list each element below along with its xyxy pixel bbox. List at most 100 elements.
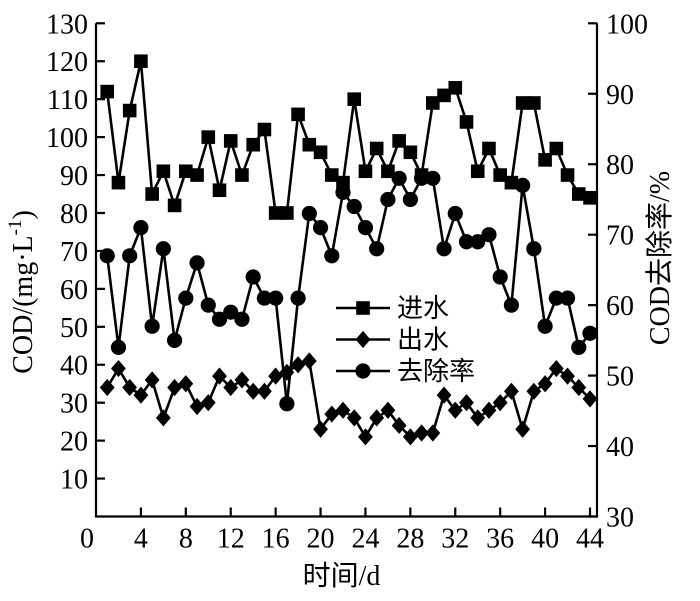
square-marker bbox=[156, 164, 171, 179]
square-marker bbox=[437, 88, 451, 103]
square-marker bbox=[470, 164, 485, 179]
y-left-tick-label: 130 bbox=[46, 9, 88, 40]
x-tick-label: 8 bbox=[179, 524, 193, 555]
diamond-marker bbox=[245, 382, 261, 400]
y-right-tick-label: 100 bbox=[606, 9, 648, 40]
square-marker bbox=[223, 134, 238, 148]
circle-marker bbox=[380, 191, 396, 208]
square-marker bbox=[403, 145, 418, 160]
legend-item-effluent: 出水 bbox=[336, 326, 449, 355]
circle-marker bbox=[223, 304, 239, 320]
circle-marker bbox=[234, 311, 250, 327]
y-right-axis-label: COD去除率/% bbox=[644, 171, 676, 345]
circle-marker bbox=[312, 220, 329, 236]
legend-label: 进水 bbox=[397, 294, 449, 323]
diamond-marker bbox=[548, 359, 564, 378]
series-effluent bbox=[99, 352, 598, 446]
y-left-tick-label: 70 bbox=[60, 237, 88, 268]
circle-marker bbox=[369, 241, 385, 257]
diamond-marker bbox=[290, 356, 306, 374]
diamond-marker bbox=[436, 386, 452, 404]
square-marker bbox=[560, 168, 575, 182]
diamond-marker bbox=[504, 382, 519, 400]
diamond-marker bbox=[133, 386, 149, 404]
circle-marker bbox=[99, 248, 115, 264]
diamond-marker bbox=[200, 394, 216, 412]
square-marker bbox=[369, 141, 384, 156]
circle-marker bbox=[268, 290, 284, 306]
square-marker bbox=[212, 183, 227, 198]
circle-marker bbox=[189, 255, 205, 271]
square-marker bbox=[482, 141, 496, 156]
diamond-marker bbox=[167, 378, 182, 397]
diamond-marker bbox=[447, 401, 463, 419]
diamond-marker bbox=[380, 401, 396, 419]
square-marker bbox=[190, 168, 204, 182]
square-marker bbox=[504, 175, 519, 190]
circle-marker bbox=[144, 318, 160, 334]
x-tick-label: 16 bbox=[262, 524, 290, 555]
square-marker bbox=[538, 153, 552, 167]
y-axis-left: 10 20 30 40 50 60 70 80 90 100 110 120 130 bbox=[46, 9, 105, 496]
legend-item-removal-rate: 去除率 bbox=[336, 357, 475, 386]
circle-marker bbox=[301, 205, 317, 222]
square-marker bbox=[134, 54, 148, 69]
y-left-tick-label: 90 bbox=[60, 161, 88, 192]
square-marker bbox=[111, 175, 126, 190]
diamond-marker bbox=[402, 428, 418, 446]
x-tick-label: 24 bbox=[351, 524, 379, 555]
square-marker bbox=[347, 92, 362, 106]
x-axis-label: 时间/d bbox=[303, 560, 381, 592]
diamond-marker bbox=[99, 378, 115, 397]
x-tick-label: 4 bbox=[134, 524, 148, 555]
diamond-marker bbox=[223, 378, 239, 397]
y-left-tick-label: 50 bbox=[60, 313, 88, 344]
y-left-tick-label: 80 bbox=[60, 199, 88, 230]
circle-marker bbox=[346, 198, 362, 215]
y-right-tick-label: 80 bbox=[606, 150, 634, 181]
circle-marker bbox=[391, 170, 407, 186]
diamond-marker bbox=[111, 359, 126, 378]
y-right-tick-label: 60 bbox=[606, 291, 634, 322]
square-marker bbox=[246, 137, 260, 152]
y-right-tick-label: 50 bbox=[606, 362, 634, 393]
diamond-marker bbox=[459, 394, 474, 412]
x-tick-label: 0 bbox=[80, 524, 94, 555]
diamond-marker bbox=[155, 409, 171, 427]
circle-marker bbox=[402, 191, 418, 208]
diamond-marker bbox=[313, 420, 328, 438]
square-marker bbox=[280, 206, 294, 220]
diamond-marker bbox=[301, 352, 317, 370]
legend-label: 去除率 bbox=[397, 357, 475, 386]
circle-marker bbox=[166, 332, 183, 348]
y-left-tick-label: 110 bbox=[47, 85, 88, 116]
square-marker bbox=[448, 80, 463, 95]
x-tick-label: 36 bbox=[486, 524, 514, 555]
circle-marker bbox=[548, 290, 564, 306]
circle-marker bbox=[503, 297, 520, 313]
square-marker bbox=[100, 84, 115, 99]
diamond-marker bbox=[144, 371, 160, 389]
square-marker bbox=[179, 164, 193, 179]
axes bbox=[94, 23, 599, 518]
y-left-tick-label: 20 bbox=[60, 427, 88, 458]
square-marker bbox=[313, 145, 328, 160]
square-marker bbox=[268, 206, 283, 220]
circle-marker bbox=[357, 220, 374, 236]
circle-marker bbox=[413, 170, 430, 186]
circle-marker bbox=[481, 227, 497, 243]
y-left-tick-label: 120 bbox=[46, 47, 88, 78]
y-right-tick-label: 70 bbox=[606, 221, 634, 252]
circle-marker bbox=[122, 248, 138, 264]
circle-marker bbox=[256, 290, 273, 306]
y-left-tick-label: 10 bbox=[60, 465, 88, 496]
diamond-marker bbox=[492, 394, 508, 412]
axis-titles: 时间/d COD/(mg·L-1) COD去除率/% bbox=[5, 171, 676, 592]
circle-marker bbox=[279, 396, 295, 412]
diamond-marker bbox=[346, 409, 362, 427]
diamond-marker bbox=[481, 401, 497, 419]
diamond-marker bbox=[122, 378, 138, 397]
y-left-axis-label: COD/(mg·L-1) bbox=[5, 210, 39, 374]
